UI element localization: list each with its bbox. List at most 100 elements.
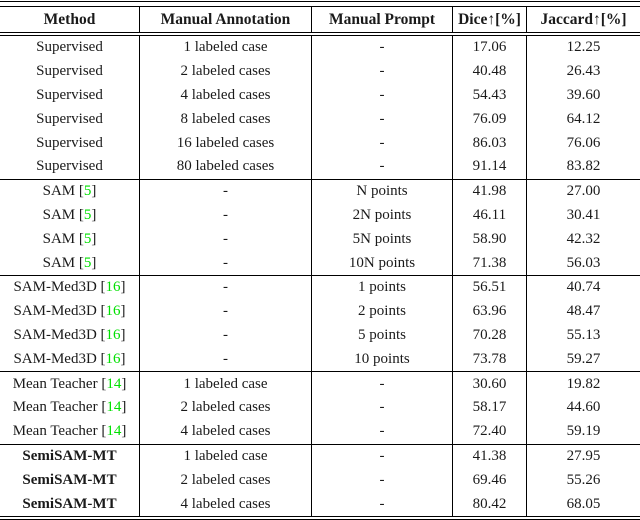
method-label: SemiSAM-MT (22, 471, 117, 488)
citation-link[interactable]: 16 (105, 326, 121, 343)
cell-dice-value: 58.90 (453, 227, 527, 252)
cell-dice-value: 30.60 (453, 372, 527, 396)
cell-manual-annotation: - (140, 323, 312, 348)
cell-method: Mean Teacher [14] (0, 372, 140, 396)
citation-bracket: ] (120, 326, 126, 343)
citation-link[interactable]: 5 (83, 183, 92, 200)
bottom-rule-2 (0, 518, 640, 520)
citation-bracket: [ (75, 230, 84, 247)
cell-manual-annotation: - (140, 275, 312, 300)
method-label: SAM (42, 183, 76, 200)
cell-method: Supervised (0, 131, 140, 155)
cell-dice-value: 71.38 (453, 251, 527, 275)
cell-dice-value: 91.14 (453, 154, 527, 179)
cell-manual-annotation: - (140, 179, 312, 204)
citation-bracket: [ (75, 254, 84, 271)
cell-method: SAM-Med3D [16] (0, 347, 140, 372)
citation-bracket: [ (75, 183, 84, 200)
cell-dice-value: 56.51 (453, 275, 527, 300)
cell-manual-prompt: 10N points (312, 251, 453, 275)
cell-dice-value: 72.40 (453, 419, 527, 444)
cell-dice-value: 86.03 (453, 131, 527, 155)
cell-method: SAM [5] (0, 203, 140, 228)
table-row: SemiSAM-MT 1 labeled case -41.38 27.95 (0, 444, 640, 469)
cell-manual-prompt: - (312, 492, 453, 516)
citation-link[interactable]: 16 (105, 279, 121, 296)
table-row: SAM [5] -5N points 58.90 42.32 (0, 227, 640, 252)
cell-jaccard-value: 55.13 (566, 326, 601, 343)
table-row: Supervised 4 labeled cases -54.43 39.60 (0, 83, 640, 108)
method-label: SAM (42, 230, 76, 247)
table-row: Mean Teacher [14] 1 labeled case -30.60 19.… (0, 372, 640, 396)
cell-jaccard-value: 55.26 (566, 471, 601, 488)
cell-jaccard-value: 59.27 (566, 350, 601, 367)
cell-manual-prompt: - (312, 154, 453, 179)
method-label: SAM-Med3D (13, 326, 97, 343)
citation-link[interactable]: 5 (83, 254, 92, 271)
cell-jaccard-value: 26.43 (566, 63, 601, 80)
method-label: SAM-Med3D (13, 350, 97, 367)
column-header-manual-annotation: Manual Annotation (140, 7, 312, 32)
section-rule (0, 443, 640, 445)
cell-manual-annotation: - (140, 251, 312, 275)
citation-link[interactable]: 14 (106, 375, 122, 392)
cell-dice-value: 41.98 (453, 179, 527, 204)
cell-manual-annotation: - (140, 347, 312, 372)
cell-method: SAM [5] (0, 227, 140, 252)
citation-link[interactable]: 5 (83, 206, 92, 223)
cell-dice-value: 80.42 (453, 492, 527, 516)
cell-jaccard-value: 12.25 (566, 39, 601, 56)
table-body: Supervised 1 labeled case -17.06 12.25 Super… (0, 36, 640, 516)
section-rule (0, 274, 640, 276)
citation-link[interactable]: 14 (106, 399, 122, 416)
method-label: SAM-Med3D (13, 303, 97, 320)
citation-link[interactable]: 5 (83, 230, 92, 247)
cell-manual-prompt: - (312, 444, 453, 469)
cell-manual-prompt: - (312, 107, 453, 132)
cell-jaccard-value: 56.03 (566, 254, 601, 271)
cell-dice-value: 54.43 (453, 83, 527, 108)
citation-bracket: ] (121, 423, 127, 440)
cell-dice-value: 73.78 (453, 347, 527, 372)
table-row: SAM [5] - N points 41.98 27.00 (0, 179, 640, 204)
citation-bracket: [ (96, 279, 106, 296)
column-header-dice: Dice↑[%] (453, 7, 527, 32)
cell-manual-annotation: 4 labeled cases (140, 419, 312, 444)
table-row: Supervised 2 labeled cases -40.48 26.43 (0, 59, 640, 84)
cell-manual-prompt: 2 points (312, 299, 453, 324)
cell-jaccard-value: 83.82 (566, 158, 601, 175)
cell-manual-annotation: 2 labeled cases (140, 395, 312, 420)
cell-manual-annotation: 2 labeled cases (140, 468, 312, 493)
citation-bracket: ] (120, 350, 126, 367)
cell-manual-prompt: - (312, 83, 453, 108)
citation-link[interactable]: 16 (105, 303, 121, 320)
citation-bracket: ] (121, 399, 127, 416)
citation-bracket: [ (97, 423, 107, 440)
table-row: Supervised 80 labeled cases -91.14 83.82 (0, 154, 640, 179)
cell-manual-annotation: - (140, 227, 312, 252)
cell-dice-value: 63.96 (453, 299, 527, 324)
cell-jaccard-value: 27.95 (566, 447, 601, 464)
citation-link[interactable]: 14 (106, 423, 122, 440)
cell-manual-prompt: - (312, 59, 453, 84)
table-row: SAM-Med3D [16] -2 points 63.96 48.47 (0, 299, 640, 324)
table-row: SemiSAM-MT 4 labeled cases -80.42 68.05 (0, 492, 640, 516)
method-label: Supervised (36, 39, 103, 56)
cell-manual-annotation: 8 labeled cases (140, 107, 312, 132)
method-label: SAM (42, 206, 76, 223)
table-row: SAM-Med3D [16] -5 points 70.28 55.13 (0, 323, 640, 348)
citation-bracket: ] (91, 183, 97, 200)
table-row: SAM-Med3D [16] -1 points 56.51 40.74 (0, 275, 640, 300)
cell-manual-prompt: - (312, 419, 453, 444)
cell-jaccard-value: 48.47 (566, 303, 601, 320)
table-header-row: Method Manual Annotation Manual Prompt D… (0, 7, 640, 32)
method-label: SAM-Med3D (13, 279, 97, 296)
cell-method: SemiSAM-MT (0, 492, 140, 516)
cell-dice-value: 58.17 (453, 395, 527, 420)
cell-manual-annotation: 1 labeled case (140, 36, 312, 60)
citation-bracket: [ (96, 326, 106, 343)
citation-link[interactable]: 16 (105, 350, 121, 367)
cell-dice-value: 76.09 (453, 107, 527, 132)
cell-manual-prompt: - (312, 468, 453, 493)
